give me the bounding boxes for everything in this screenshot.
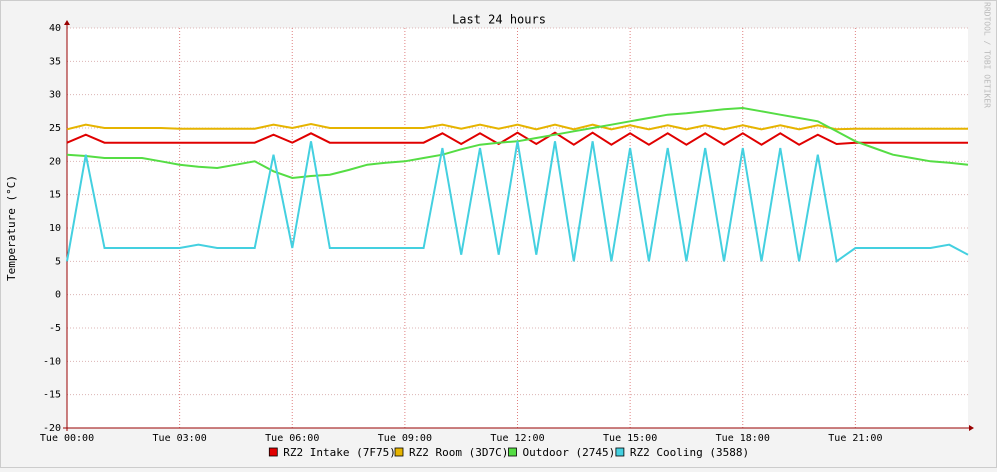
legend-label: Outdoor (2745) [523,446,616,459]
y-tick-label: -15 [43,390,61,401]
y-tick-label: 40 [49,23,61,34]
x-tick-label: Tue 18:00 [716,433,770,444]
x-arrow [969,425,974,431]
legend-label: RZ2 Intake (7F75) [283,446,396,459]
y-tick-label: 10 [49,223,61,234]
y-axis-label: Temperature (°C) [5,175,18,281]
series-line [66,141,969,264]
legend-label: RZ2 Cooling (3588) [630,446,749,459]
y-tick-label: 0 [55,290,61,301]
y-tick-label: 20 [49,156,61,167]
y-tick-label: 30 [49,90,61,101]
x-tick-label: Tue 09:00 [378,433,432,444]
legend-label: RZ2 Room (3D7C) [409,446,508,459]
y-tick-label: -5 [49,323,61,334]
legend-swatch [508,447,517,457]
x-tick-label: Tue 12:00 [490,433,544,444]
chart-title: Last 24 hours [452,13,546,27]
y-tick-label: 5 [55,256,61,267]
series-line [66,122,968,131]
x-tick-label: Tue 00:00 [40,433,94,444]
y-tick-label: 25 [49,123,61,134]
x-tick-label: Tue 21:00 [828,433,882,444]
watermark: RRDTOOL / TOBI OETIKER [983,2,992,108]
legend-swatch [268,447,278,457]
y-arrow [64,20,70,25]
y-tick-label: -10 [43,356,61,367]
series-line [66,131,968,146]
x-tick-label: Tue 15:00 [603,433,657,444]
y-tick-label: -20 [43,423,61,434]
y-tick-label: 35 [49,56,61,67]
x-tick-label: Tue 06:00 [265,433,319,444]
legend-swatch [394,447,404,457]
legend-swatch [615,447,625,457]
x-tick-label: Tue 03:00 [153,433,207,444]
y-tick-label: 15 [49,190,61,201]
